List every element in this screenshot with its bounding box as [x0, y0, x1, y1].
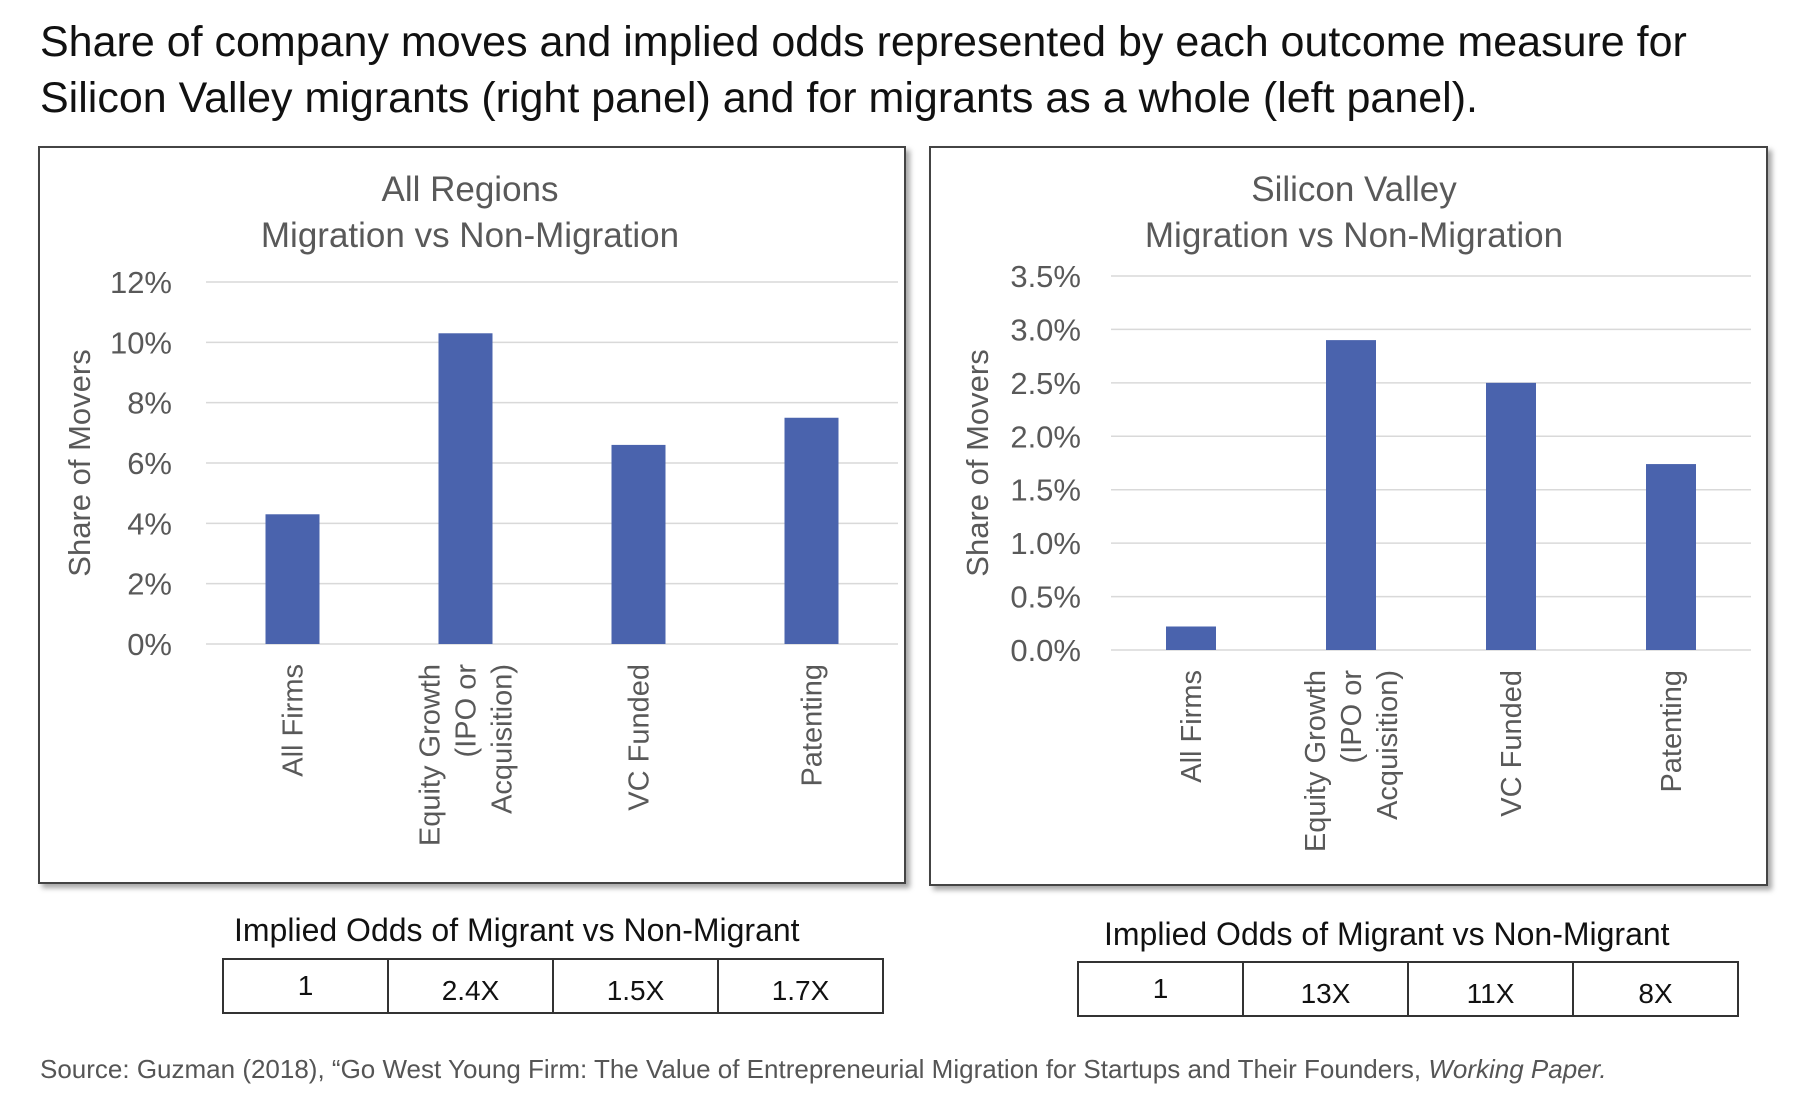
bar [1326, 340, 1376, 650]
y-tick-label: 0.5% [1010, 580, 1081, 615]
bar [1166, 626, 1216, 650]
x-tick-label: All Firms [1176, 670, 1208, 783]
odds-caption-left: Implied Odds of Migrant vs Non-Migrant [234, 912, 800, 948]
x-tick-label-line: VC Funded [1496, 670, 1528, 817]
odds-table-left: 1 2.4X 1.5X 1.7X [222, 958, 884, 1014]
x-tick-label-line: Patenting [1656, 670, 1688, 793]
odds-cell-vc-funded: 1.5X [552, 958, 719, 1014]
x-tick-label-line: Equity Growth [415, 664, 447, 846]
chart-panel-silicon-valley: Silicon Valley Migration vs Non-Migration… [929, 146, 1768, 886]
odds-table-right: 1 13X 11X 8X [1077, 961, 1739, 1017]
odds-cell-equity-growth: 13X [1242, 961, 1409, 1017]
chart-title-line: Silicon Valley [1251, 170, 1457, 209]
x-tick-label-line: Patenting [797, 664, 829, 787]
y-axis-label: Share of Movers [62, 349, 97, 576]
x-tick-label-line: Acquisition) [1372, 670, 1404, 820]
x-tick-label-line: Acquisition) [487, 664, 519, 814]
x-tick-label: Patenting [797, 664, 829, 787]
bar [611, 444, 666, 644]
x-tick-label: All Firms [278, 664, 310, 777]
odds-cell-all-firms: 1 [1077, 961, 1244, 1017]
x-tick-label-line: All Firms [1176, 670, 1208, 783]
x-tick-label-line: All Firms [278, 664, 310, 777]
odds-cell-all-firms: 1 [222, 958, 389, 1014]
source-italic: Working Paper. [1428, 1054, 1607, 1084]
y-tick-label: 8% [127, 386, 172, 421]
chart-silicon-valley: Silicon Valley Migration vs Non-Migration… [960, 170, 1751, 852]
y-tick-label: 4% [127, 506, 172, 541]
odds-cell-equity-growth: 2.4X [387, 958, 554, 1014]
bar [1486, 382, 1536, 650]
bar [265, 514, 320, 644]
y-tick-label: 10% [110, 325, 172, 360]
source-text: Source: Guzman (2018), “Go West Young Fi… [40, 1054, 1429, 1084]
y-tick-label: 3.0% [1010, 312, 1081, 347]
y-tick-label: 2.0% [1010, 419, 1081, 454]
y-tick-label: 0% [127, 627, 172, 662]
x-tick-label-line: Equity Growth [1300, 670, 1332, 852]
x-tick-label-line: VC Funded [624, 664, 656, 811]
chart-panel-all-regions: All Regions Migration vs Non-Migration 0% 2… [38, 146, 906, 884]
bar [784, 417, 839, 644]
figure-headline: Share of company moves and implied odds … [40, 18, 1687, 122]
x-tick-label: Equity Growth (IPO or Acquisition) [1300, 670, 1404, 852]
odds-cell-patenting: 1.7X [717, 958, 884, 1014]
y-axis-label: Share of Movers [960, 349, 995, 576]
y-tick-label: 12% [110, 265, 172, 300]
y-tick-label: 0.0% [1010, 633, 1081, 668]
chart-title-line: Migration vs Non-Migration [261, 216, 679, 255]
bar [438, 333, 493, 644]
x-tick-label: VC Funded [624, 664, 656, 811]
y-tick-label: 1.5% [1010, 473, 1081, 508]
y-tick-label: 6% [127, 446, 172, 481]
x-tick-label: Patenting [1656, 670, 1688, 793]
y-tick-label: 2.5% [1010, 366, 1081, 401]
y-tick-label: 1.0% [1010, 526, 1081, 561]
chart-title-line: Migration vs Non-Migration [1145, 216, 1563, 255]
odds-cell-vc-funded: 11X [1407, 961, 1574, 1017]
source-citation: Source: Guzman (2018), “Go West Young Fi… [40, 1054, 1607, 1085]
x-tick-label: Equity Growth (IPO or Acquisition) [415, 664, 519, 846]
bar [1646, 464, 1696, 650]
x-tick-label-line: (IPO or [451, 664, 483, 758]
x-tick-label-line: (IPO or [1336, 670, 1368, 764]
odds-cell-patenting: 8X [1572, 961, 1739, 1017]
odds-caption-right: Implied Odds of Migrant vs Non-Migrant [1104, 916, 1670, 952]
x-tick-label: VC Funded [1496, 670, 1528, 817]
y-tick-label: 3.5% [1010, 259, 1081, 294]
chart-all-regions: All Regions Migration vs Non-Migration 0% 2… [62, 170, 898, 846]
chart-title-line: All Regions [381, 170, 558, 209]
y-tick-label: 2% [127, 567, 172, 602]
